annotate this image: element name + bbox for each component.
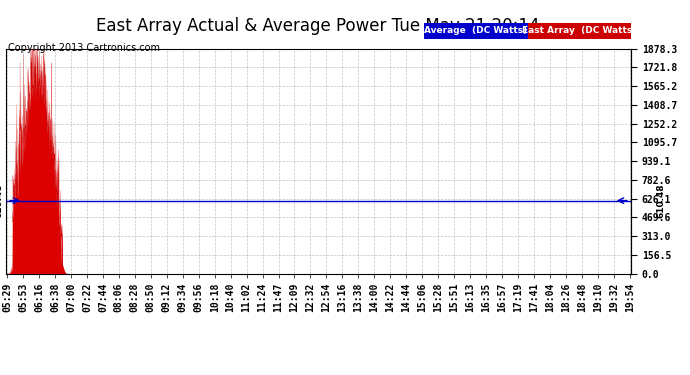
Text: Average  (DC Watts): Average (DC Watts) [424, 26, 528, 36]
Text: East Array Actual & Average Power Tue May 21 20:14: East Array Actual & Average Power Tue Ma… [96, 17, 539, 35]
Text: Copyright 2013 Cartronics.com: Copyright 2013 Cartronics.com [8, 43, 160, 53]
Text: 610.48: 610.48 [0, 183, 4, 218]
Text: 610.48: 610.48 [656, 183, 665, 218]
Text: East Array  (DC Watts): East Array (DC Watts) [522, 26, 637, 36]
